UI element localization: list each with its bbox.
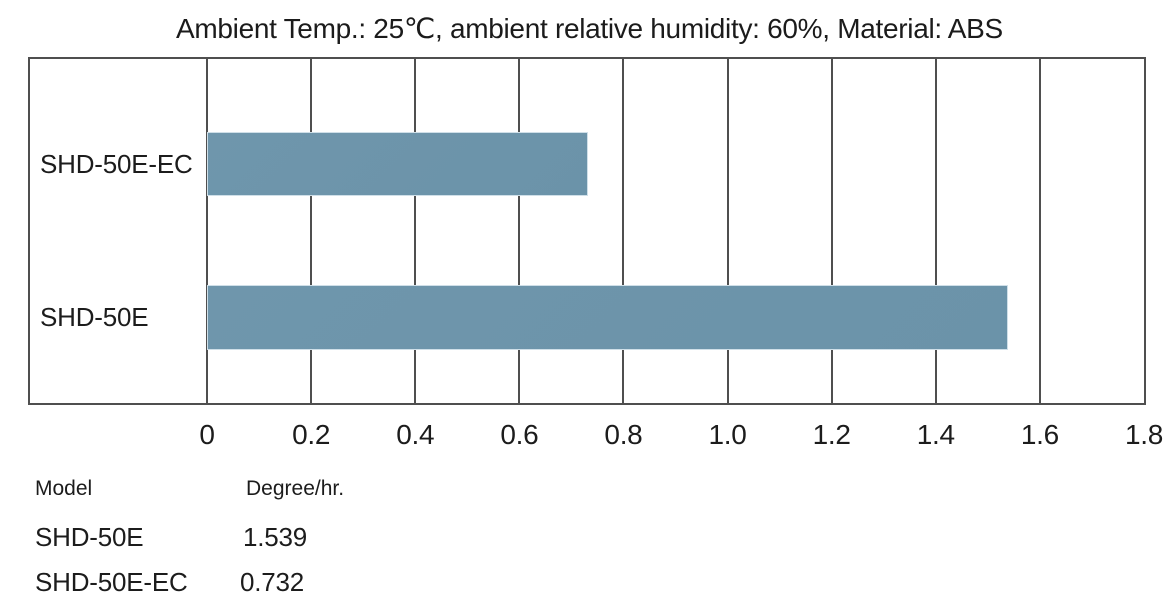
bar-SHD-50E-EC: [207, 132, 588, 196]
x-tick-label-1.0: 1.0: [708, 419, 747, 450]
bar-SHD-50E: [207, 285, 1008, 350]
x-tick-label-1.4: 1.4: [916, 419, 955, 450]
gridline-0: [206, 59, 208, 403]
x-tick-label-1.2: 1.2: [812, 419, 851, 450]
x-tick-label-0.4: 0.4: [396, 419, 435, 450]
table-cell-model-0: SHD-50E: [35, 522, 144, 552]
x-tick-label-0.2: 0.2: [292, 419, 331, 450]
table-cell-value-1: 0.732: [240, 567, 305, 597]
category-label-SHD-50E-EC: SHD-50E-EC: [40, 148, 193, 179]
gridline-1.4: [934, 59, 937, 403]
gridline-1.6: [1038, 59, 1041, 403]
table-header-model: Model: [35, 477, 93, 500]
category-label-SHD-50E: SHD-50E: [40, 302, 149, 332]
gridline-0.6: [518, 59, 521, 403]
gridline-0.4: [414, 59, 417, 403]
x-tick-label-1.8: 1.8: [1124, 419, 1164, 450]
x-tick-label-0.6: 0.6: [500, 419, 539, 450]
x-tick-label-1.6: 1.6: [1020, 419, 1059, 450]
gridline-0.8: [622, 59, 625, 403]
table-cell-value-0: 1.539: [243, 522, 308, 552]
x-tick-label-0.8: 0.8: [604, 419, 643, 450]
table-header-degree: Degree/hr.: [246, 477, 345, 500]
gridline-1.2: [830, 59, 833, 403]
plot-area: SHD-50E-EC SHD-50E: [28, 57, 1146, 405]
table-cell-model-1: SHD-50E-EC: [35, 567, 188, 597]
x-tick-label-0: 0: [199, 419, 215, 450]
gridline-0.2: [310, 59, 313, 403]
gridline-1.0: [726, 59, 729, 403]
chart-title: Ambient Temp.: 25℃, ambient relative hum…: [176, 13, 1003, 44]
